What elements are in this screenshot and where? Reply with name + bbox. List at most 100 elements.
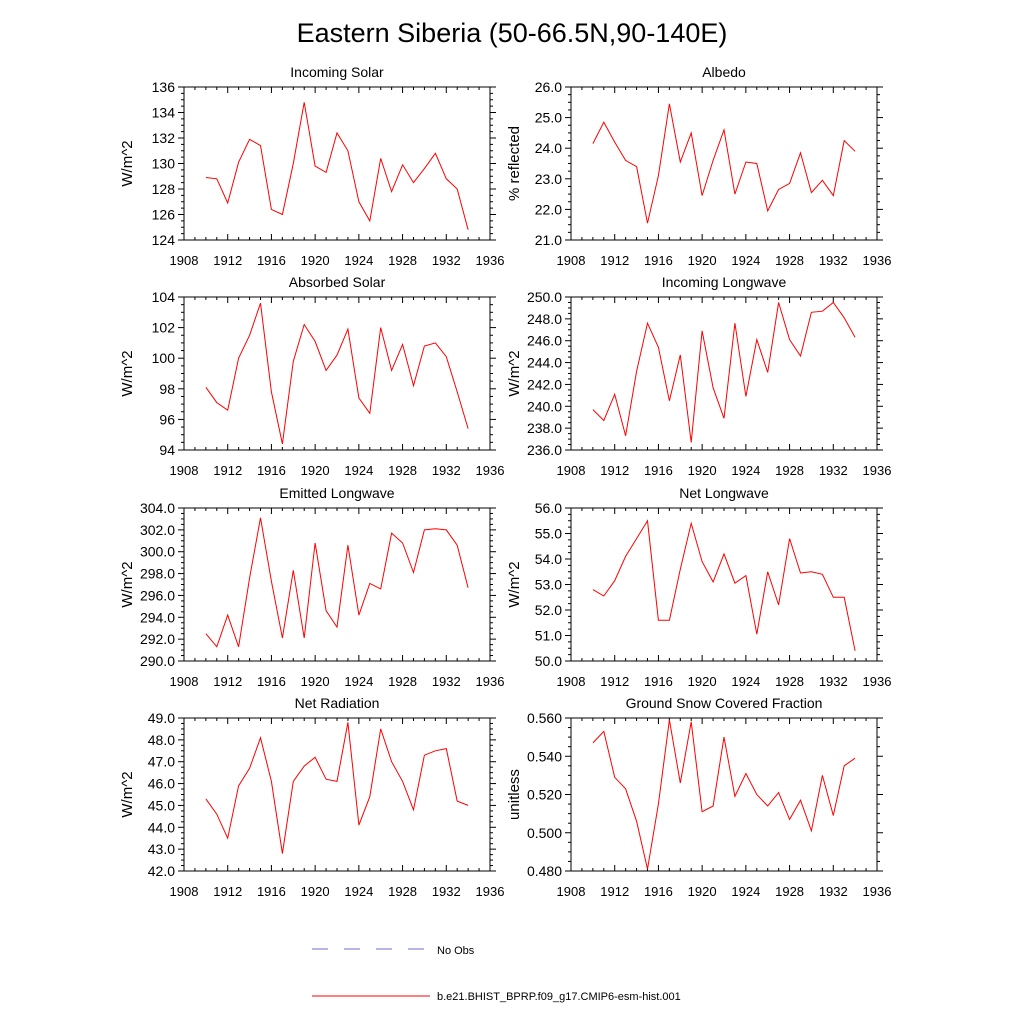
x-tick-label: 1908	[557, 674, 586, 689]
y-tick-label: 49.0	[148, 710, 175, 726]
y-axis-label: W/m^2	[119, 561, 136, 607]
y-tick-label: 21.0	[535, 232, 562, 248]
panel-title: Absorbed Solar	[289, 274, 386, 290]
x-tick-label: 1932	[432, 253, 461, 268]
y-tick-label: 43.0	[148, 841, 175, 857]
y-axis-label: unitless	[506, 769, 523, 820]
x-tick-label: 1932	[819, 253, 848, 268]
series-line-0	[205, 102, 469, 230]
legend: No Obs b.e21.BHIST_BPRP.f09_g17.CMIP6-es…	[312, 945, 681, 1003]
y-tick-label: 302.0	[140, 522, 175, 538]
y-axis-label: % reflected	[506, 126, 523, 201]
panel-7: 1908 1912 1916 1920 1924 1928 1932 1936 0.480 0.5…	[506, 695, 891, 899]
y-tick-label: 50.0	[535, 653, 562, 669]
y-axis-label: W/m^2	[506, 561, 523, 607]
series-line-0	[205, 517, 469, 648]
x-tick-label: 1932	[819, 884, 848, 899]
series-line-0	[592, 719, 856, 870]
x-tick-label: 1916	[644, 253, 673, 268]
x-tick-label: 1920	[688, 253, 717, 268]
x-tick-label: 1924	[344, 674, 373, 689]
x-tick-label: 1924	[344, 884, 373, 899]
x-tick-label: 1936	[476, 884, 505, 899]
x-tick-label: 1936	[863, 253, 892, 268]
series-line-0	[592, 103, 856, 224]
y-tick-label: 240.0	[527, 398, 562, 414]
x-tick-label: 1920	[688, 884, 717, 899]
x-tick-label: 1908	[557, 253, 586, 268]
y-tick-label: 46.0	[148, 776, 175, 792]
panel-title: Albedo	[702, 64, 746, 80]
x-tick-label: 1924	[731, 674, 760, 689]
x-tick-label: 1916	[257, 674, 286, 689]
y-tick-label: 0.500	[527, 825, 562, 841]
y-tick-label: 290.0	[140, 653, 175, 669]
x-tick-label: 1920	[301, 674, 330, 689]
panel-frame	[183, 507, 491, 662]
x-tick-label: 1932	[819, 674, 848, 689]
series-line-0	[205, 722, 469, 854]
y-tick-label: 0.480	[527, 863, 562, 879]
x-tick-label: 1936	[863, 884, 892, 899]
x-tick-label: 1932	[819, 463, 848, 478]
x-tick-label: 1916	[644, 884, 673, 899]
x-tick-label: 1920	[688, 674, 717, 689]
y-tick-label: 100	[152, 350, 176, 366]
x-tick-label: 1916	[257, 463, 286, 478]
panel-frame	[183, 296, 491, 451]
x-tick-label: 1916	[644, 674, 673, 689]
y-tick-label: 124	[152, 232, 176, 248]
x-tick-label: 1928	[775, 463, 804, 478]
y-tick-label: 126	[152, 207, 176, 223]
y-tick-label: 130	[152, 156, 176, 172]
y-tick-label: 96	[159, 411, 175, 427]
panel-frame	[570, 86, 878, 241]
y-tick-label: 298.0	[140, 566, 175, 582]
x-tick-label: 1912	[600, 253, 629, 268]
y-tick-label: 248.0	[527, 311, 562, 327]
series-line-0	[205, 302, 469, 445]
y-axis-label: W/m^2	[119, 350, 136, 396]
x-tick-label: 1912	[600, 884, 629, 899]
y-axis-label: W/m^2	[506, 350, 523, 396]
y-tick-label: 242.0	[527, 376, 562, 392]
legend-no-obs-label: No Obs	[437, 945, 475, 957]
y-tick-label: 304.0	[140, 500, 175, 516]
y-tick-label: 300.0	[140, 544, 175, 560]
x-tick-label: 1912	[213, 884, 242, 899]
x-tick-label: 1928	[775, 674, 804, 689]
y-tick-label: 128	[152, 181, 176, 197]
x-tick-label: 1908	[557, 884, 586, 899]
panels: 1908 1912 1916 1920 1924 1928 1932 1936 124 126 12…	[119, 64, 891, 899]
y-tick-label: 45.0	[148, 797, 175, 813]
series-line-0	[592, 519, 856, 651]
y-tick-label: 102	[152, 320, 176, 336]
y-tick-label: 104	[152, 289, 176, 305]
x-tick-label: 1920	[301, 884, 330, 899]
y-tick-label: 246.0	[527, 333, 562, 349]
panel-frame	[570, 717, 878, 872]
x-tick-label: 1912	[600, 463, 629, 478]
x-tick-label: 1920	[301, 463, 330, 478]
y-tick-label: 294.0	[140, 609, 175, 625]
y-tick-label: 55.0	[535, 526, 562, 542]
y-tick-label: 236.0	[527, 442, 562, 458]
x-tick-label: 1924	[344, 463, 373, 478]
x-tick-label: 1920	[301, 253, 330, 268]
x-tick-label: 1928	[775, 253, 804, 268]
y-tick-label: 56.0	[535, 500, 562, 516]
y-tick-label: 22.0	[535, 201, 562, 217]
panel-title: Ground Snow Covered Fraction	[626, 695, 823, 711]
y-tick-label: 52.0	[535, 602, 562, 618]
y-tick-label: 47.0	[148, 754, 175, 770]
x-tick-label: 1916	[257, 884, 286, 899]
x-tick-label: 1936	[863, 674, 892, 689]
x-tick-label: 1928	[775, 884, 804, 899]
x-tick-label: 1936	[476, 463, 505, 478]
y-tick-label: 134	[152, 105, 176, 121]
x-tick-label: 1912	[600, 674, 629, 689]
panel-title: Incoming Longwave	[662, 274, 787, 290]
x-tick-label: 1912	[213, 463, 242, 478]
panel-frame	[183, 86, 491, 241]
y-tick-label: 98	[159, 381, 175, 397]
